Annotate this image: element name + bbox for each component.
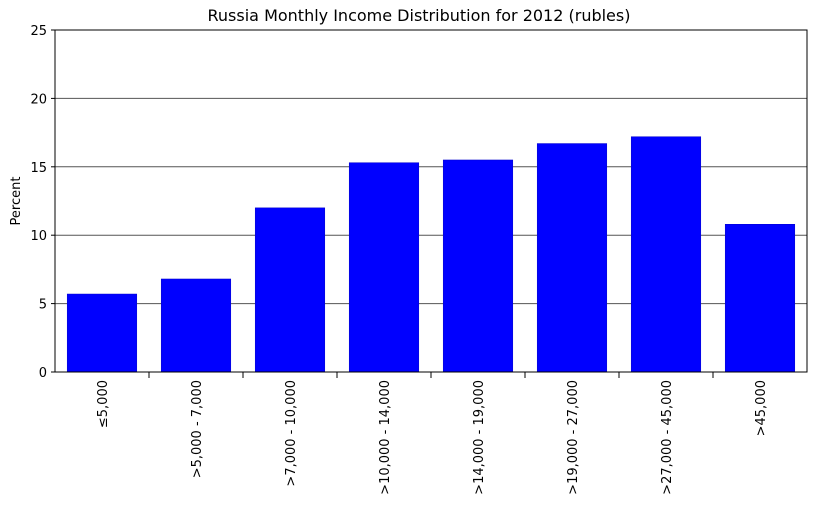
y-axis-label: Percent — [9, 177, 24, 226]
bar — [724, 224, 796, 373]
y-tick-label: 0 — [39, 366, 47, 381]
x-axis-ticks: ≤5,000 >5,000 - 7,000 >7,000 - 10,000 >10,0… — [96, 372, 769, 495]
y-axis-ticks: 0 5 10 15 20 25 — [30, 24, 55, 381]
x-tick-label: >14,000 - 19,000 — [472, 380, 487, 495]
y-tick-label: 20 — [30, 92, 47, 107]
bar — [630, 136, 702, 373]
y-tick-label: 15 — [30, 161, 47, 176]
x-tick-label: >5,000 - 7,000 — [190, 380, 205, 478]
y-tick-label: 5 — [39, 298, 47, 313]
bar — [442, 159, 514, 373]
bar — [160, 278, 232, 373]
x-tick-label: >7,000 - 10,000 — [284, 380, 299, 487]
x-tick-label: ≤5,000 — [96, 380, 111, 428]
bars — [66, 136, 796, 373]
chart-title: Russia Monthly Income Distribution for 2… — [208, 6, 631, 25]
y-tick-label: 25 — [30, 24, 47, 39]
x-tick-label: >10,000 - 14,000 — [378, 380, 393, 495]
x-tick-label: >19,000 - 27,000 — [566, 380, 581, 495]
bar — [66, 293, 138, 373]
y-tick-label: 10 — [30, 229, 47, 244]
bar — [254, 207, 326, 373]
bar — [536, 143, 608, 373]
bar — [348, 162, 420, 373]
x-tick-label: >45,000 — [754, 380, 769, 436]
x-tick-label: >27,000 - 45,000 — [660, 380, 675, 495]
